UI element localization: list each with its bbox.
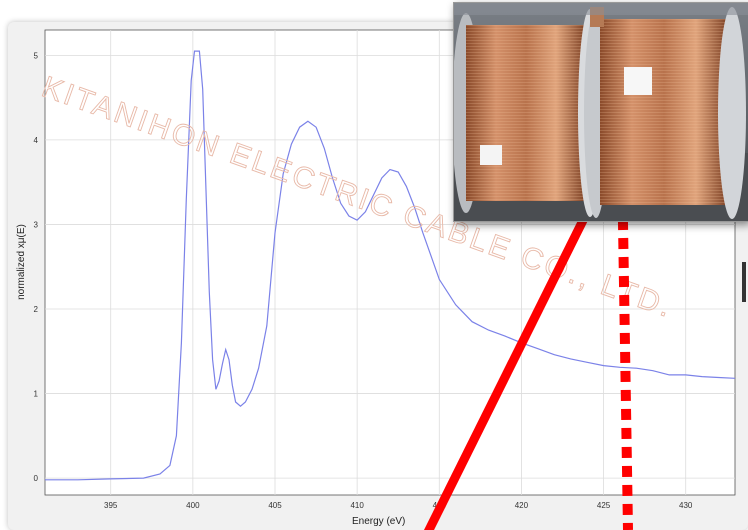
x-tick-label: 400 <box>186 501 200 510</box>
y-tick-label: 3 <box>34 220 39 229</box>
x-axis-label: Energy (eV) <box>352 516 405 527</box>
offslide-glyph <box>742 262 746 302</box>
x-tick-label: 395 <box>104 501 118 510</box>
x-tick-label: 410 <box>350 501 364 510</box>
series-line <box>45 50 735 481</box>
y-axis-label: normalized xμ(E) <box>16 224 27 300</box>
x-tick-label: 430 <box>679 501 693 510</box>
x-axis-ticks: 395400405410415420425430 <box>104 501 693 510</box>
annotation-dotted-line <box>617 161 633 530</box>
y-tick-label: 1 <box>34 390 39 399</box>
x-tick-label: 420 <box>515 501 529 510</box>
y-tick-label: 4 <box>34 136 39 145</box>
y-tick-label: 2 <box>34 305 39 314</box>
x-tick-label: 425 <box>597 501 611 510</box>
x-tick-label: 405 <box>268 501 282 510</box>
copper-spool-photo <box>453 2 748 222</box>
y-axis-ticks: 0 1 2 3 4 5 <box>34 51 39 483</box>
y-tick-label: 0 <box>34 474 39 483</box>
y-tick-label: 5 <box>34 51 39 60</box>
